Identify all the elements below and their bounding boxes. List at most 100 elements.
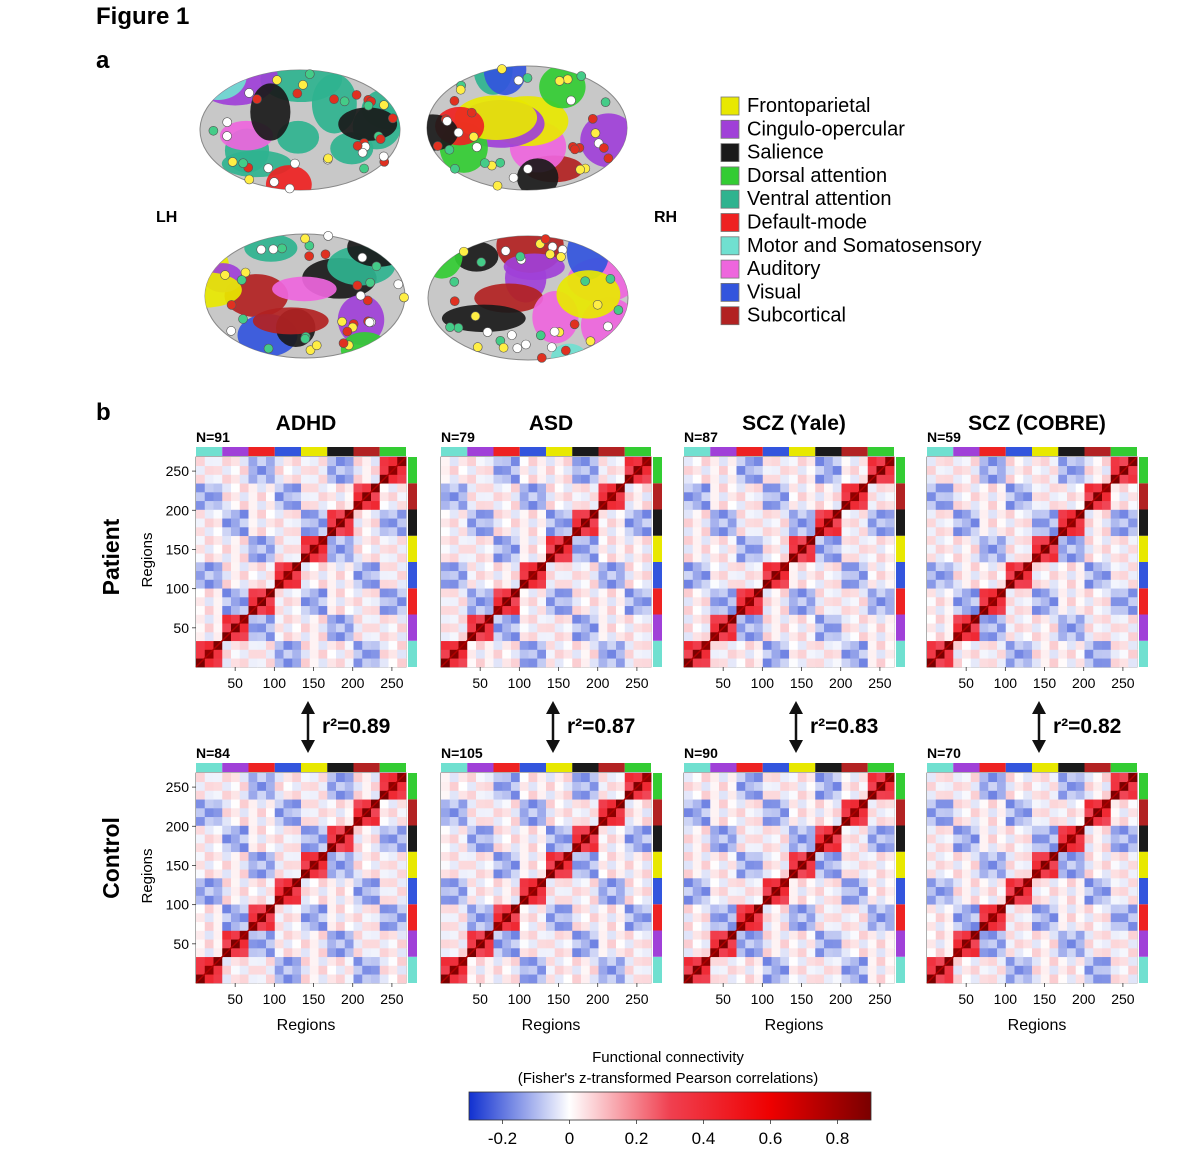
x-tick-label: 200	[829, 991, 853, 1007]
matrix-cell	[607, 834, 617, 844]
matrix-cell	[1119, 886, 1129, 896]
matrix-cell	[239, 921, 249, 931]
matrix-cell	[388, 956, 398, 966]
matrix-cell	[1014, 658, 1024, 668]
matrix-cell	[1119, 948, 1129, 958]
matrix-cell	[1049, 895, 1059, 905]
matrix-cell	[239, 535, 249, 545]
matrix-cell	[1032, 878, 1042, 888]
matrix-cell	[1058, 544, 1068, 554]
matrix-cell	[1102, 930, 1112, 940]
matrix-cell	[1119, 843, 1129, 853]
matrix-cell	[239, 904, 249, 914]
matrix-cell	[988, 808, 998, 818]
matrix-cell	[789, 895, 799, 905]
network-bar-segment	[353, 447, 380, 456]
matrix-cell	[633, 483, 643, 493]
matrix-cell	[1084, 640, 1094, 650]
matrix-cell	[397, 860, 407, 870]
matrix-cell	[1023, 474, 1033, 484]
matrix-cell	[274, 913, 284, 923]
matrix-cell	[701, 518, 711, 528]
matrix-cell	[970, 913, 980, 923]
matrix-cell	[850, 474, 860, 484]
matrix-cell	[780, 457, 790, 467]
matrix-cell	[616, 930, 626, 940]
matrix-cell	[1093, 632, 1103, 642]
matrix-cell	[563, 816, 573, 826]
matrix-cell	[1014, 974, 1024, 984]
matrix-cell	[607, 579, 617, 589]
matrix-cell	[274, 457, 284, 467]
matrix-cell	[1014, 640, 1024, 650]
matrix-cell	[196, 509, 206, 519]
matrix-cell	[719, 921, 729, 931]
matrix-cell	[301, 843, 311, 853]
matrix-cell	[362, 974, 372, 984]
matrix-cell	[1005, 632, 1015, 642]
matrix-cell	[213, 921, 223, 931]
matrix-cell	[607, 614, 617, 624]
matrix-cell	[1093, 553, 1103, 563]
matrix-cell	[528, 579, 538, 589]
matrix-cell	[633, 790, 643, 800]
matrix-cell	[780, 799, 790, 809]
matrix-cell	[204, 773, 214, 783]
matrix-cell	[318, 904, 328, 914]
matrix-cell	[353, 579, 363, 589]
matrix-cell	[684, 851, 694, 861]
matrix-cell	[379, 843, 389, 853]
matrix-cell	[301, 948, 311, 958]
matrix-cell	[710, 843, 720, 853]
matrix-cell	[824, 956, 834, 966]
matrix-cell	[736, 825, 746, 835]
matrix-cell	[362, 825, 372, 835]
matrix-cell	[1049, 843, 1059, 853]
matrix-cell	[701, 570, 711, 580]
matrix-cell	[979, 939, 989, 949]
matrix-cell	[988, 553, 998, 563]
matrix-cell	[710, 588, 720, 598]
matrix-cell	[309, 527, 319, 537]
matrix-cell	[467, 895, 477, 905]
matrix-cell	[274, 921, 284, 931]
matrix-cell	[684, 518, 694, 528]
matrix-cell	[850, 869, 860, 879]
matrix-cell	[248, 878, 258, 888]
matrix-cell	[572, 570, 582, 580]
matrix-cell	[815, 930, 825, 940]
matrix-cell	[519, 535, 529, 545]
matrix-cell	[927, 843, 937, 853]
matrix-cell	[692, 869, 702, 879]
matrix-cell	[572, 816, 582, 826]
matrix-cell	[204, 623, 214, 633]
matrix-cell	[1032, 527, 1042, 537]
matrix-cell	[1119, 921, 1129, 931]
matrix-cell	[327, 965, 337, 975]
matrix-cell	[537, 579, 547, 589]
matrix-cell	[1128, 492, 1138, 502]
matrix-cell	[196, 614, 206, 624]
matrix-cell	[754, 886, 764, 896]
matrix-cell	[1014, 921, 1024, 931]
matrix-cell	[231, 886, 241, 896]
matrix-cell	[231, 457, 241, 467]
matrix-cell	[997, 790, 1007, 800]
matrix-cell	[1023, 579, 1033, 589]
matrix-cell	[692, 930, 702, 940]
matrix-cell	[1049, 632, 1059, 642]
matrix-cell	[850, 614, 860, 624]
matrix-cell	[1075, 588, 1085, 598]
matrix-cell	[789, 921, 799, 931]
matrix-cell	[231, 474, 241, 484]
matrix-cell	[745, 773, 755, 783]
legend-label: Ventral attention	[747, 188, 892, 210]
matrix-cell	[876, 860, 886, 870]
matrix-cell	[292, 640, 302, 650]
colorbar-gradient	[468, 1091, 872, 1121]
matrix-cell	[519, 544, 529, 554]
matrix-cell	[222, 658, 232, 668]
matrix-cell	[554, 605, 564, 615]
diagonal	[683, 772, 895, 984]
matrix-cell	[336, 860, 346, 870]
